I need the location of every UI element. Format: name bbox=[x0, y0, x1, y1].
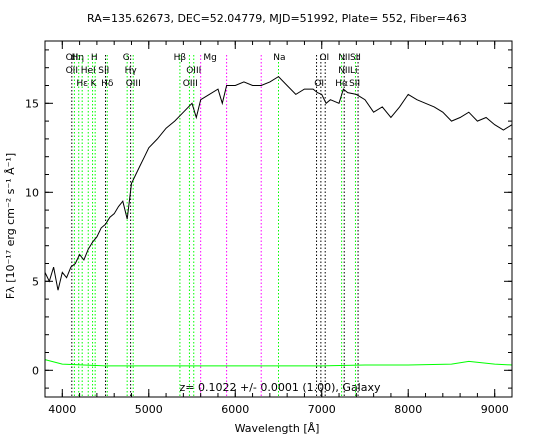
feature-label-11: OIII bbox=[126, 79, 141, 89]
feature-label-24: SII bbox=[349, 79, 360, 89]
feature-label-12: Hβ bbox=[174, 53, 187, 63]
feature-label-3: OII bbox=[66, 66, 78, 76]
feature-label-6: Hε bbox=[76, 79, 88, 89]
feature-label-18: OI bbox=[314, 79, 324, 89]
feature-label-22: Li bbox=[350, 66, 358, 76]
feature-label-4: HeI bbox=[81, 66, 96, 76]
y-axis-label: Fλ [10⁻¹⁷ erg cm⁻² s⁻¹ Å⁻¹] bbox=[4, 153, 17, 299]
feature-label-2: H bbox=[91, 53, 98, 63]
x-tick-label-0: 4000 bbox=[48, 403, 76, 416]
feature-label-14: OIII bbox=[183, 79, 198, 89]
chart-title: RA=135.62673, DEC=52.04779, MJD=51992, P… bbox=[87, 12, 467, 25]
feature-label-15: Mg bbox=[203, 53, 216, 63]
error-series bbox=[44, 359, 513, 367]
redshift-annotation: z= 0.1022 +/- 0.0001 (1.00), Galaxy bbox=[180, 381, 381, 394]
feature-label-1: Hη bbox=[72, 53, 84, 63]
feature-label-21: NII bbox=[338, 66, 350, 76]
feature-label-16: Na bbox=[273, 53, 285, 63]
feature-label-23: Hα bbox=[335, 79, 348, 89]
feature-label-0: OII bbox=[66, 53, 78, 63]
feature-label-7: K bbox=[90, 79, 97, 89]
plot-frame bbox=[44, 40, 513, 398]
x-tick-label-4: 8000 bbox=[394, 403, 422, 416]
y-tick-label-2: 10 bbox=[25, 186, 39, 199]
y-tick-label-3: 15 bbox=[25, 97, 39, 110]
x-tick-label-5: 9000 bbox=[481, 403, 509, 416]
feature-label-17: OI bbox=[319, 53, 329, 63]
feature-label-8: Hδ bbox=[101, 79, 114, 89]
feature-label-19: NII bbox=[338, 53, 350, 63]
x-tick-label-1: 5000 bbox=[135, 403, 163, 416]
feature-label-5: SII bbox=[98, 66, 109, 76]
flux-series bbox=[44, 75, 513, 291]
x-axis-label: Wavelength [Å] bbox=[235, 422, 320, 435]
feature-label-13: OIII bbox=[186, 66, 201, 76]
x-tick-label-3: 7000 bbox=[308, 403, 336, 416]
y-tick-label-0: 0 bbox=[32, 364, 39, 377]
x-tick-label-2: 6000 bbox=[221, 403, 249, 416]
y-tick-label-1: 5 bbox=[32, 275, 39, 288]
feature-label-10: Hγ bbox=[125, 66, 138, 76]
feature-label-20: SII bbox=[350, 53, 361, 63]
feature-label-9: G bbox=[123, 53, 130, 63]
